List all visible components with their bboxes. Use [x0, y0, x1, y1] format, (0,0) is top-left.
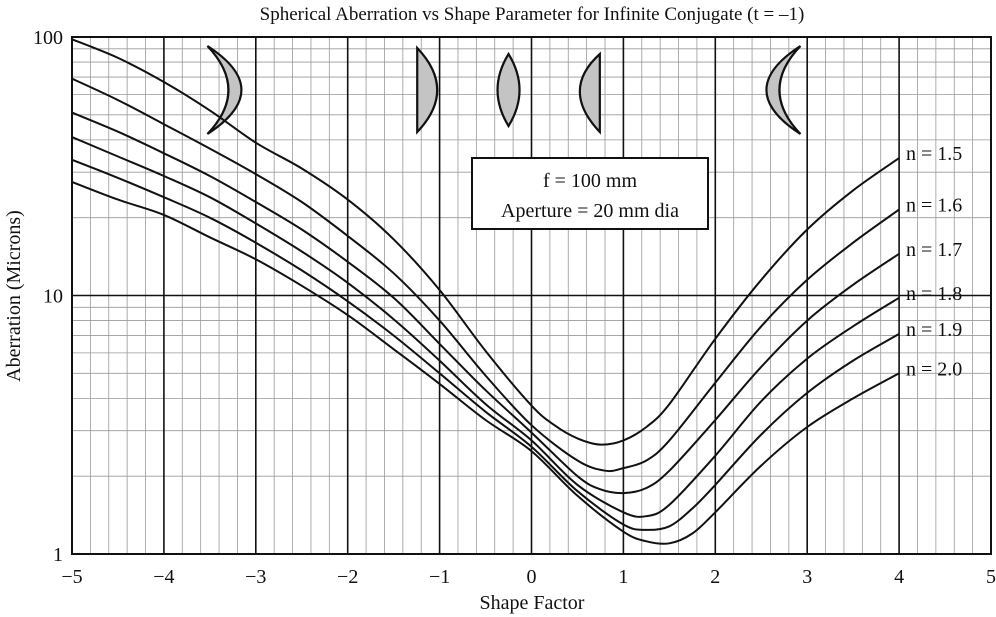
- lens-icons: [206, 45, 802, 135]
- x-tick-label: −5: [61, 566, 82, 588]
- series-line-3: [71, 111, 900, 495]
- x-tick-labels: −5 −4 −3 −2 −1 0 1 2 3 4 5: [61, 566, 996, 588]
- x-tick-label: 5: [986, 566, 996, 588]
- info-box-frame: [471, 157, 709, 230]
- lens-icon-4: [578, 51, 601, 135]
- series-line-4: [71, 136, 900, 518]
- lens-icon-2: [416, 45, 439, 135]
- lens-icon-5: [765, 45, 802, 135]
- series-lines: [71, 38, 900, 545]
- y-tick-labels: 1 10 100: [33, 27, 63, 566]
- lens-icon-3: [496, 51, 521, 129]
- series-line-5: [71, 158, 900, 531]
- info-box: f = 100 mm Aperture = 20 mm dia: [471, 157, 709, 230]
- lens-icon-1: [206, 45, 243, 135]
- x-tick-label: −1: [429, 566, 450, 588]
- chart-title: Spherical Aberration vs Shape Parameter …: [260, 4, 805, 25]
- series-line-2: [71, 77, 900, 473]
- plot-frame: [71, 36, 992, 555]
- x-tick-label: 2: [710, 566, 720, 588]
- x-tick-label: 1: [618, 566, 628, 588]
- x-axis-label: Shape Factor: [480, 592, 585, 614]
- y-axis-label: Aberration (Microns): [3, 210, 25, 382]
- series-label-2: n = 1.6: [906, 195, 962, 217]
- series-label-6: n = 2.0: [906, 358, 962, 380]
- series-line-6: [71, 180, 900, 545]
- series-label-3: n = 1.7: [906, 239, 962, 261]
- x-tick-label: −4: [153, 566, 174, 588]
- series-label-4: n = 1.8: [906, 283, 962, 305]
- x-tick-label: −3: [245, 566, 266, 588]
- x-tick-label: 4: [894, 566, 904, 588]
- x-tick-label: 3: [802, 566, 812, 588]
- info-focal-length: f = 100 mm: [543, 170, 637, 192]
- info-aperture: Aperture = 20 mm dia: [501, 200, 679, 222]
- series-line-1: [71, 38, 900, 446]
- series-labels: n = 1.5 n = 1.6 n = 1.7 n = 1.8 n = 1.9 n = 2…: [906, 143, 962, 380]
- x-tick-label: 0: [527, 566, 537, 588]
- series-label-5: n = 1.9: [906, 319, 962, 341]
- y-tick-label: 1: [53, 544, 63, 566]
- y-tick-label: 10: [43, 286, 63, 308]
- y-tick-label: 100: [33, 27, 63, 49]
- x-tick-label: −2: [337, 566, 358, 588]
- series-label-1: n = 1.5: [906, 143, 962, 165]
